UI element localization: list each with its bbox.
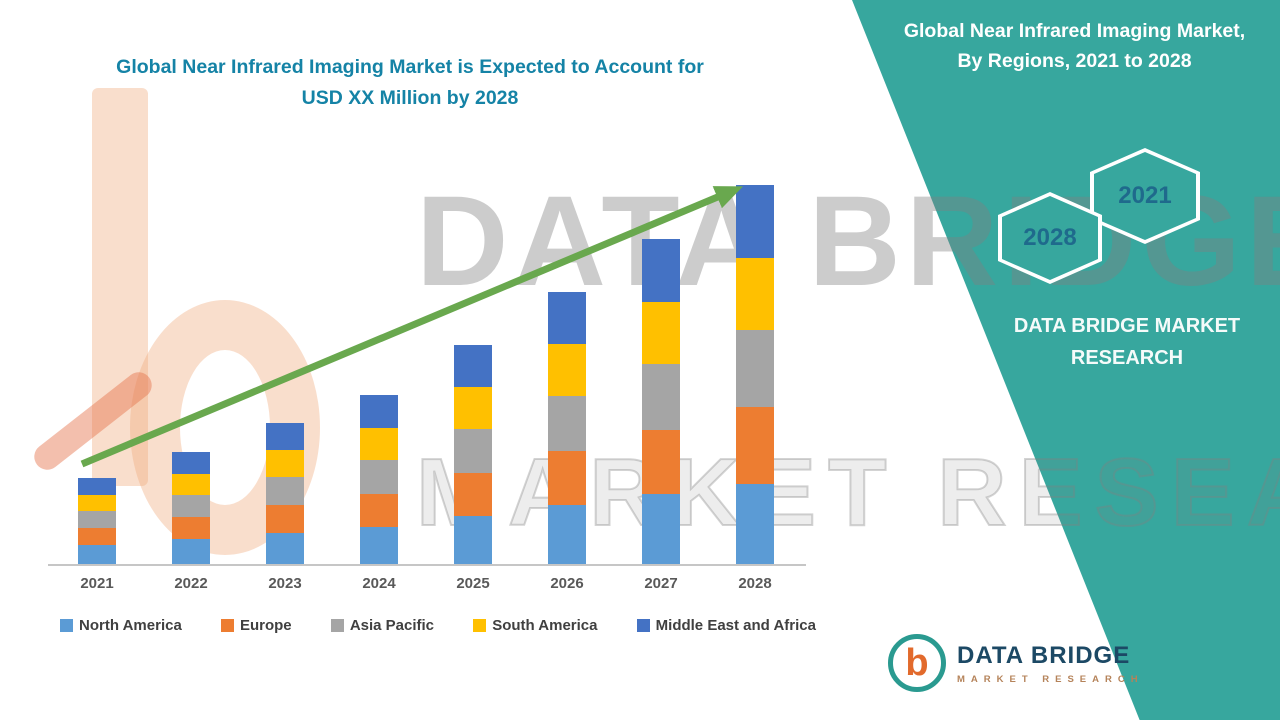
- legend-item: Middle East and Africa: [636, 617, 816, 634]
- side-panel-title: Global Near Infrared Imaging Market, By …: [903, 20, 1246, 73]
- legend-item: Europe: [220, 617, 292, 634]
- legend-swatch-icon: [220, 619, 234, 632]
- bar-segment-europe: [360, 494, 398, 527]
- axis-labels: 2021 2022 2023 2024 2025 2026 2027 2028: [50, 575, 802, 592]
- bar-segment-middle-east-and-africa: [78, 478, 116, 495]
- bar-segment-middle-east-and-africa: [172, 452, 210, 474]
- side-panel-brand-text: DATA BRIDGE MARKET RESEARCH: [1013, 315, 1241, 369]
- bar-segment-asia-pacific: [266, 477, 304, 505]
- bar-segment-north-america: [266, 533, 304, 564]
- x-axis-label: 2023: [268, 575, 302, 592]
- hexagon-2021-label: 2021: [1094, 152, 1196, 240]
- bars-row: [50, 185, 802, 564]
- legend-swatch-icon: [473, 619, 487, 632]
- bar-segment-north-america: [548, 505, 586, 564]
- legend-label: South America: [492, 617, 598, 634]
- bar-segment-middle-east-and-africa: [642, 239, 680, 302]
- page-title-line2: USD XX Million by 2028: [301, 87, 519, 110]
- bar-segment-south-america: [736, 258, 774, 330]
- page-title: Global Near Infrared Imaging Market is E…: [60, 52, 760, 114]
- bar-segment-south-america: [78, 495, 116, 511]
- bar-segment-middle-east-and-africa: [548, 292, 586, 344]
- bar-segment-asia-pacific: [454, 429, 492, 473]
- legend-swatch-icon: [330, 619, 344, 632]
- bar-segment-south-america: [172, 474, 210, 495]
- hexagon-2028-label: 2028: [1002, 196, 1098, 280]
- bar-segment-south-america: [642, 302, 680, 364]
- bar-segment-europe: [266, 505, 304, 533]
- legend-item: Asia Pacific: [330, 617, 435, 634]
- bar-column: [614, 239, 708, 564]
- bar-segment-asia-pacific: [360, 460, 398, 494]
- x-axis-line: [48, 564, 806, 566]
- bar-column: [520, 292, 614, 564]
- stacked-bar-2024: [360, 395, 398, 564]
- bar-segment-asia-pacific: [548, 396, 586, 451]
- x-axis-label: 2021: [80, 575, 114, 592]
- bar-segment-south-america: [266, 450, 304, 477]
- legend-item: North America: [60, 617, 182, 634]
- legend-swatch-icon: [636, 619, 650, 632]
- bar-segment-middle-east-and-africa: [736, 185, 774, 258]
- bar-segment-middle-east-and-africa: [454, 345, 492, 387]
- hexagon-2021: 2021: [1090, 148, 1200, 244]
- bar-column: [50, 478, 144, 564]
- bar-segment-asia-pacific: [642, 364, 680, 430]
- stacked-bar-2028: [736, 185, 774, 564]
- stacked-bar-2025: [454, 345, 492, 564]
- bar-segment-middle-east-and-africa: [266, 423, 304, 450]
- bar-segment-south-america: [454, 387, 492, 429]
- bar-segment-north-america: [642, 494, 680, 564]
- bar-segment-middle-east-and-africa: [360, 395, 398, 428]
- bar-segment-europe: [454, 473, 492, 516]
- x-axis-label: 2027: [644, 575, 678, 592]
- bar-segment-asia-pacific: [736, 330, 774, 407]
- company-logo-text: DATA BRIDGE MARKET RESEARCH: [957, 642, 1144, 685]
- x-axis-label: 2024: [362, 575, 396, 592]
- logo-glyph: b: [905, 642, 929, 684]
- bar-segment-north-america: [172, 539, 210, 564]
- legend-swatch-icon: [60, 619, 73, 632]
- bar-segment-north-america: [360, 527, 398, 564]
- bar-segment-europe: [642, 430, 680, 494]
- x-axis-label: 2025: [456, 575, 490, 592]
- bar-segment-asia-pacific: [78, 511, 116, 528]
- stacked-bar-2022: [172, 452, 210, 564]
- bar-segment-north-america: [78, 545, 116, 564]
- legend-label: Europe: [239, 617, 292, 634]
- bar-segment-europe: [548, 451, 586, 505]
- bar-column: [144, 452, 238, 564]
- bar-segment-europe: [736, 407, 774, 484]
- bar-segment-south-america: [548, 344, 586, 396]
- company-logo: b DATA BRIDGE MARKET RESEARCH: [888, 634, 1144, 692]
- legend-label: Asia Pacific: [349, 617, 435, 634]
- bar-column: [708, 185, 802, 564]
- legend: North America Europe Asia Pacific South Ame…: [60, 617, 816, 634]
- stacked-bar-2026: [548, 292, 586, 564]
- x-axis-label: 2022: [174, 575, 208, 592]
- bar-segment-north-america: [454, 516, 492, 564]
- company-logo-icon: b: [888, 634, 946, 692]
- bar-column: [238, 423, 332, 564]
- bar-column: [332, 395, 426, 564]
- legend-label: North America: [79, 617, 182, 634]
- x-axis-label: 2026: [550, 575, 584, 592]
- x-axis-label: 2028: [738, 575, 772, 592]
- stacked-bar-2021: [78, 478, 116, 564]
- logo-name: DATA BRIDGE: [957, 641, 1131, 669]
- bar-segment-north-america: [736, 484, 774, 564]
- page-title-line1: Global Near Infrared Imaging Market is E…: [116, 56, 704, 78]
- bar-segment-asia-pacific: [172, 495, 210, 517]
- stacked-bar-2027: [642, 239, 680, 564]
- bar-segment-europe: [78, 528, 116, 545]
- bar-column: [426, 345, 520, 564]
- logo-subtitle: MARKET RESEARCH: [957, 673, 1144, 685]
- bar-segment-europe: [172, 517, 210, 539]
- legend-item: South America: [473, 617, 598, 634]
- bar-segment-south-america: [360, 428, 398, 460]
- stacked-bar-2023: [266, 423, 304, 564]
- legend-label: Middle East and Africa: [655, 617, 816, 634]
- hexagon-2028: 2028: [998, 192, 1102, 284]
